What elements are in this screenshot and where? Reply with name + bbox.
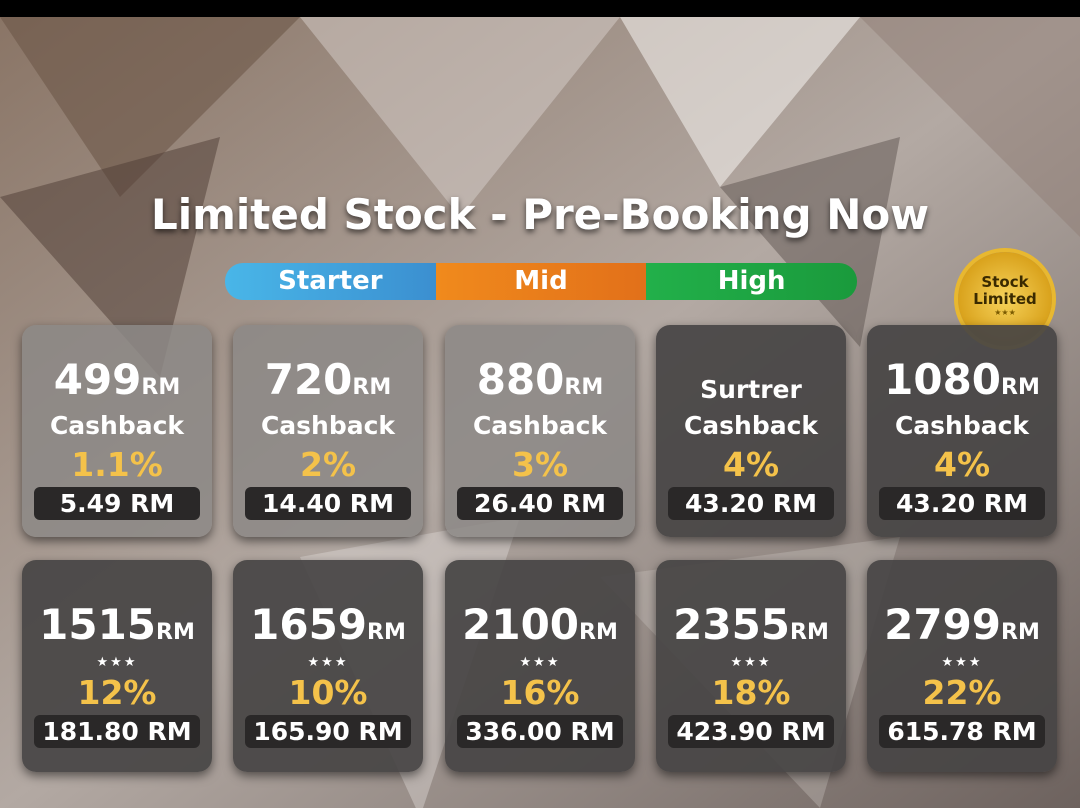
price-value: 2355	[673, 600, 791, 649]
price-card: 1080RM Cashback 4% 43.20 RM	[867, 325, 1057, 537]
card-label: Cashback	[894, 411, 1030, 440]
price-value: 499	[53, 355, 142, 404]
card-cashback: 43.20 RM	[668, 487, 834, 520]
badge-line: Stock	[981, 273, 1029, 291]
price-value: 880	[476, 355, 565, 404]
card-label: Cashback	[683, 411, 819, 440]
price-card: 1515RM ★★★ 12% 181.80 RM	[22, 560, 212, 772]
card-price: 2355RM	[656, 600, 846, 649]
card-cashback: 336.00 RM	[457, 715, 623, 748]
card-cashback: 5.49 RM	[34, 487, 200, 520]
card-cashback: 26.40 RM	[457, 487, 623, 520]
price-value: 720	[264, 355, 353, 404]
card-heading: Surtrer	[700, 375, 802, 404]
price-card: 880RM Cashback 3% 26.40 RM	[445, 325, 635, 537]
price-value: 2799	[884, 600, 1002, 649]
card-stars: ★★★	[96, 655, 138, 670]
tier-label: High	[646, 263, 857, 300]
price-unit: RM	[367, 620, 406, 645]
card-stars: ★★★	[307, 655, 349, 670]
price-card: 2355RM ★★★ 18% 423.90 RM	[656, 560, 846, 772]
tier-label: Starter	[225, 263, 436, 300]
price-unit: RM	[1001, 620, 1040, 645]
card-cashback: 43.20 RM	[879, 487, 1045, 520]
card-percent: 2%	[299, 445, 357, 484]
card-percent: 22%	[922, 673, 1002, 712]
card-cashback: 181.80 RM	[34, 715, 200, 748]
price-unit: RM	[156, 620, 195, 645]
card-price: 2100RM	[445, 600, 635, 649]
price-value: 2100	[462, 600, 580, 649]
card-price: 1515RM	[22, 600, 212, 649]
price-card: 2799RM ★★★ 22% 615.78 RM	[867, 560, 1057, 772]
card-label: Cashback	[472, 411, 608, 440]
price-unit: RM	[352, 375, 392, 400]
badge-stars: ★★★	[994, 308, 1016, 317]
price-card: Surtrer Cashback 4% 43.20 RM	[656, 325, 846, 537]
card-cashback: 423.90 RM	[668, 715, 834, 748]
price-value: 1515	[39, 600, 157, 649]
price-unit: RM	[579, 620, 618, 645]
card-stars: ★★★	[519, 655, 561, 670]
price-card: 2100RM ★★★ 16% 336.00 RM	[445, 560, 635, 772]
price-unit: RM	[790, 620, 829, 645]
price-card: 1659RM ★★★ 10% 165.90 RM	[233, 560, 423, 772]
title: Limited Stock - Pre-Booking Now	[150, 190, 930, 239]
card-cashback: 14.40 RM	[245, 487, 411, 520]
card-percent: 12%	[77, 673, 157, 712]
card-cashback: 165.90 RM	[245, 715, 411, 748]
card-percent: 18%	[711, 673, 791, 712]
tier-label: Mid	[435, 263, 647, 300]
badge-line: Limited	[973, 290, 1037, 308]
price-unit: RM	[1001, 375, 1040, 400]
card-cashback: 615.78 RM	[879, 715, 1045, 748]
card-percent: 16%	[500, 673, 580, 712]
card-percent: 4%	[722, 445, 780, 484]
card-percent: 1.1%	[71, 445, 163, 484]
card-price: 1659RM	[233, 600, 423, 649]
card-percent: 4%	[933, 445, 991, 484]
card-label: Cashback	[49, 411, 185, 440]
price-value: 1659	[250, 600, 368, 649]
price-unit: RM	[141, 375, 181, 400]
card-percent: 10%	[288, 673, 368, 712]
card-price: 720RM	[233, 355, 423, 404]
price-value: 1080	[884, 355, 1002, 404]
price-unit: RM	[564, 375, 604, 400]
price-card: 499RM Cashback 1.1% 5.49 RM	[22, 325, 212, 537]
card-label: Cashback	[260, 411, 396, 440]
card-price: 499RM	[22, 355, 212, 404]
card-stars: ★★★	[730, 655, 772, 670]
card-percent: 3%	[511, 445, 569, 484]
card-price: 1080RM	[867, 355, 1057, 404]
card-price: 880RM	[445, 355, 635, 404]
card-price: 2799RM	[867, 600, 1057, 649]
card-stars: ★★★	[941, 655, 983, 670]
price-card: 720RM Cashback 2% 14.40 RM	[233, 325, 423, 537]
